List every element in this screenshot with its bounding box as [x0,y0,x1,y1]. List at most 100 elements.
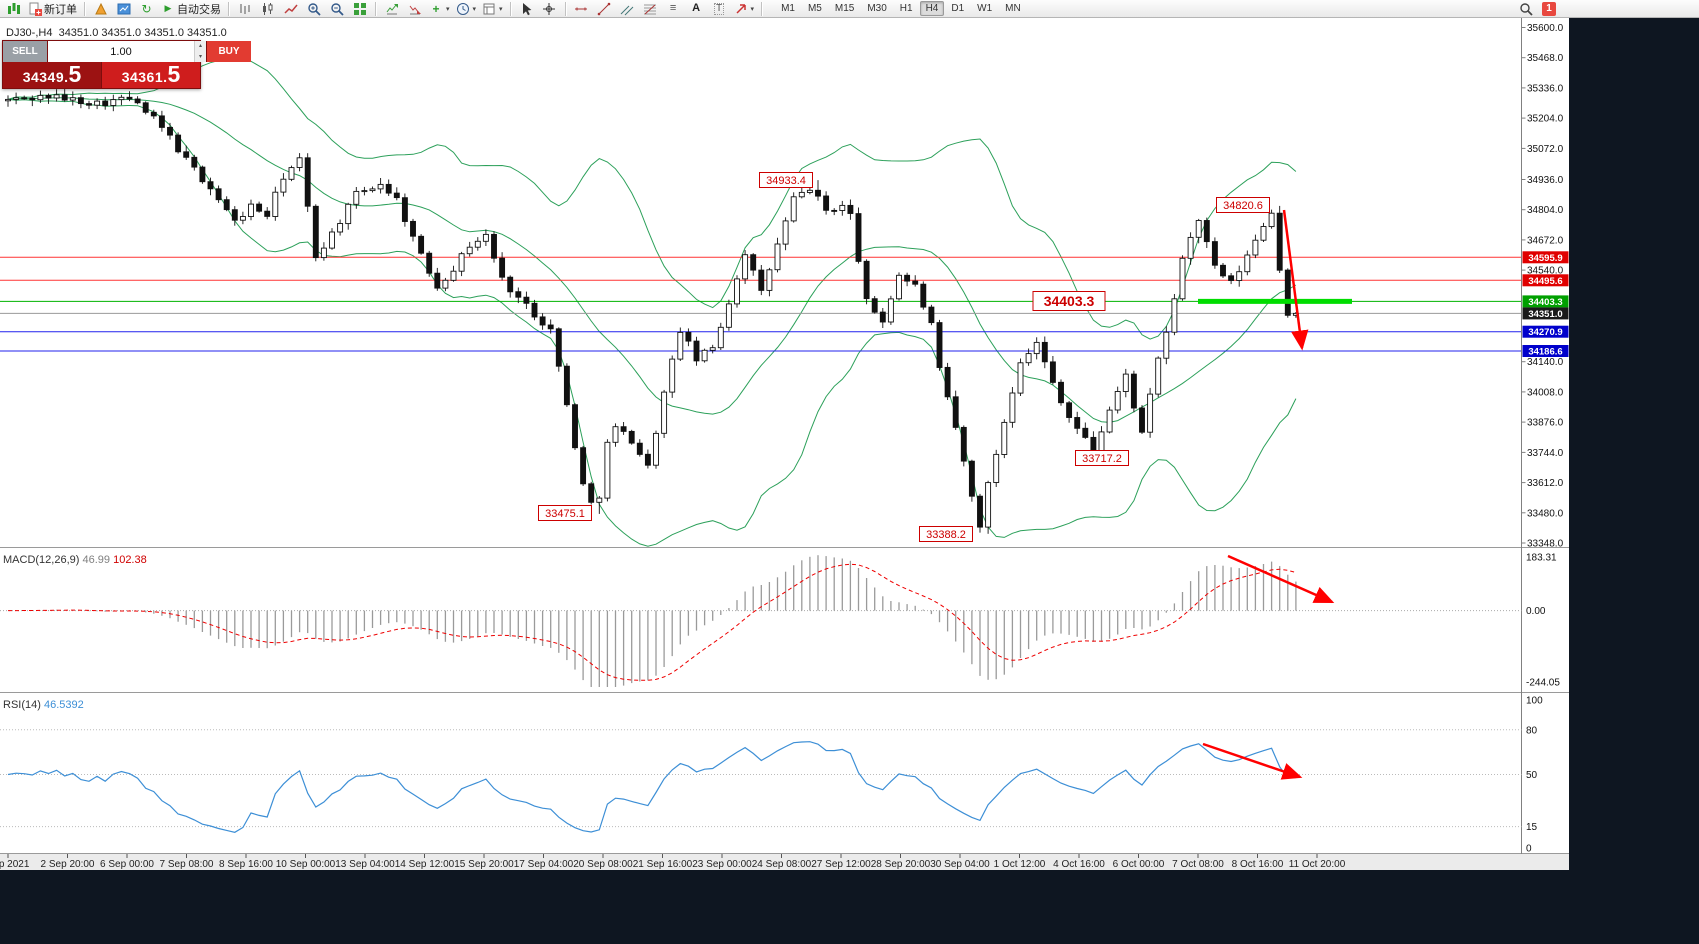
templates-button[interactable]: ▾ [480,1,505,16]
drawn-arrow[interactable] [1227,554,1335,604]
chart-symbol-ohlc: DJ30-,H4 34351.0 34351.0 34351.0 34351.0 [6,27,227,39]
price-axis-label: 33744.0 [1527,448,1564,459]
time-axis-label: 30 Sep 04:00 [930,859,990,870]
volume-up-button[interactable]: ▴ [195,41,206,52]
bar-chart-type-button[interactable] [234,1,255,16]
chart-window-button[interactable] [3,1,24,16]
time-axis-label: 6 Oct 00:00 [1113,859,1165,870]
label-tool-button[interactable]: T [709,1,730,16]
clock-icon [456,2,470,16]
sell-button[interactable]: SELL [3,41,48,62]
time-axis-label: 15 Sep 20:00 [454,859,514,870]
metaeditor-button[interactable] [90,1,111,16]
drawn-arrow[interactable] [1202,742,1303,780]
toolbar-separator [761,1,763,16]
indicators-list-button[interactable] [381,1,402,16]
price-axis-label: 35204.0 [1527,114,1564,125]
candlesticks [5,89,1299,534]
channel-tool-button[interactable] [617,1,638,16]
add-indicator-button[interactable]: + ▾ [427,1,452,16]
volume-input[interactable] [48,41,194,62]
price-axis-label: 34936.0 [1527,175,1564,186]
timeframe-h1-button[interactable]: H1 [899,3,913,14]
time-axis-label: 14 Sep 12:00 [395,859,455,870]
arrows-tool-button[interactable]: ▾ [732,1,757,16]
refresh-button[interactable]: ↻ [136,1,157,16]
timeframe-m1-button[interactable]: M1 [781,3,795,14]
trendline-tool-button[interactable] [594,1,615,16]
svg-text:34186.6: 34186.6 [1528,347,1562,358]
price-axis-label: 34008.0 [1527,387,1564,398]
price-axis-label: 33480.0 [1527,508,1564,519]
indicator-window-button[interactable] [404,1,425,16]
timeframe-d1-button[interactable]: D1 [951,3,965,14]
timeframe-m5-button[interactable]: M5 [807,3,822,14]
sell-price[interactable]: 34349. 5 [3,62,102,88]
chart-background [0,18,1569,870]
time-axis-label: 1 Oct 12:00 [994,859,1046,870]
new-order-button[interactable]: 新订单 [26,1,79,16]
candlestick-chart-type-button[interactable] [257,1,278,16]
horizontal-line-tool-button[interactable] [571,1,592,16]
text-tool-button[interactable]: A [686,1,707,16]
time-axis-label: 7 Sep 08:00 [160,859,214,870]
rsi-axis-label: 50 [1526,770,1538,781]
candles-icon [261,2,275,16]
chart-canvas[interactable]: MACD(12,26,9) 46.99 102.38 183.31 0.00 -244… [0,18,1569,870]
volume-down-button[interactable]: ▾ [195,51,206,62]
time-axis[interactable] [0,854,1569,870]
toolbar-right: 1 [1515,1,1556,16]
profiles-button[interactable] [113,1,134,16]
price-annotation-33388.2[interactable]: 33388.2 [919,526,973,542]
svg-text:34403.3: 34403.3 [1528,297,1562,308]
grid-tool-button[interactable]: ≡ [663,1,684,16]
price-axis-label: 35600.0 [1527,23,1564,34]
time-axis-label: 20 Sep 08:00 [573,859,633,870]
buy-button[interactable]: BUY [206,41,251,62]
periods-button[interactable]: ▾ [454,1,479,16]
candle-chart-icon [7,2,21,16]
timeframe-w1-button[interactable]: W1 [977,3,993,14]
auto-trading-button-label: 自动交易 [177,3,221,16]
fibonacci-tool-button[interactable] [640,1,661,16]
auto-trading-button[interactable]: ▶ 自动交易 [159,1,223,16]
price-annotation-34403.3[interactable]: 34403.3 [1032,291,1106,311]
cursor-button[interactable] [516,1,537,16]
profiles-icon [117,2,131,16]
timeframe-h4-button[interactable]: H4 [919,1,945,16]
play-icon: ▶ [164,3,172,13]
price-annotation-34820.6[interactable]: 34820.6 [1216,197,1270,213]
crosshair-icon [542,2,556,16]
time-axis-label: 8 Sep 16:00 [219,859,273,870]
drawn-arrow[interactable] [1282,209,1309,351]
price-axis-label: 34140.0 [1527,357,1564,368]
zoom-in-button[interactable] [303,1,324,16]
notification-badge[interactable]: 1 [1542,1,1556,16]
timeframe-mn-button[interactable]: MN [1005,3,1021,14]
price-tag-34270.9: 34270.9 [1522,325,1569,338]
price-annotation-34933.4[interactable]: 34933.4 [759,172,813,188]
price-annotation-33475.1[interactable]: 33475.1 [538,505,592,521]
hatch-icon: ≡ [669,2,677,14]
line-chart-type-button[interactable] [280,1,301,16]
search-button[interactable] [1515,1,1536,16]
price-tag-34495.6: 34495.6 [1522,274,1569,287]
buy-price[interactable]: 34361. 5 [102,62,200,88]
zoom-out-button[interactable] [326,1,347,16]
time-axis-label: 7 Oct 08:00 [1172,859,1224,870]
indicator-up-icon [385,2,399,16]
time-axis-label: 21 Sep 16:00 [633,859,693,870]
caret-down-icon: ▾ [472,5,477,13]
crosshair-button[interactable] [539,1,560,16]
macd-axis-label: 183.31 [1526,553,1557,564]
timeframe-m15-button[interactable]: M15 [834,3,855,14]
timeframe-m30-button[interactable]: M30 [867,3,887,14]
tile-windows-button[interactable] [349,1,370,16]
sell-price-main: 34349. [22,69,69,85]
time-axis-label: 28 Sep 20:00 [871,859,931,870]
price-annotation-33717.2[interactable]: 33717.2 [1075,450,1129,466]
fibo-icon [643,2,657,16]
svg-text:33475.1: 33475.1 [545,508,585,520]
rsi-axis-label: 100 [1526,696,1543,707]
macd-axis-label: 0.00 [1526,606,1546,617]
